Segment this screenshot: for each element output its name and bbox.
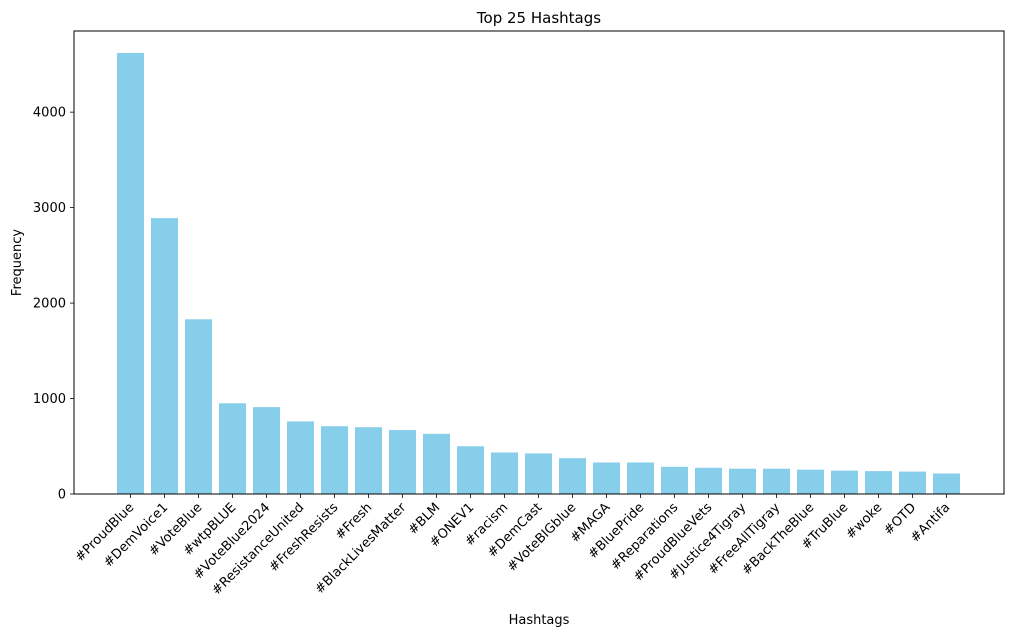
- y-tick-label: 2000: [33, 297, 66, 312]
- plot-area: [117, 52, 960, 495]
- bar: [151, 218, 178, 495]
- bar: [797, 469, 824, 494]
- bar: [525, 453, 552, 494]
- plot-frame: [73, 30, 1005, 495]
- y-tick-label: 4000: [33, 106, 66, 121]
- x-axis-label: Hashtags: [509, 613, 570, 628]
- bar: [253, 407, 280, 494]
- bar: [457, 446, 484, 494]
- bar: [627, 462, 654, 494]
- chart-title: Top 25 Hashtags: [476, 9, 601, 27]
- bar: [491, 452, 518, 494]
- bar: [559, 458, 586, 494]
- y-axis-label: Frequency: [10, 229, 25, 296]
- bar: [933, 473, 960, 494]
- bar: [185, 319, 212, 494]
- bar: [117, 52, 144, 495]
- y-axis: 0 1000 2000 3000 4000: [33, 106, 74, 503]
- bar: [389, 430, 416, 494]
- y-tick-label: 0: [58, 488, 66, 503]
- x-axis: #ProudBlue#DemVoice1#VoteBlue#wtpBLUE#Vo…: [72, 494, 953, 598]
- bar: [321, 426, 348, 494]
- bar: [219, 403, 246, 494]
- bar: [355, 427, 382, 494]
- bar: [865, 471, 892, 494]
- bar: [593, 462, 620, 494]
- bar: [661, 466, 688, 494]
- x-tick-label: #woke: [843, 500, 885, 542]
- bar: [423, 433, 450, 494]
- bar: [899, 471, 926, 494]
- bar: [831, 470, 858, 494]
- bar: [729, 468, 756, 494]
- y-tick-label: 3000: [33, 201, 66, 216]
- y-tick-label: 1000: [33, 392, 66, 407]
- bar: [763, 468, 790, 494]
- bar: [287, 421, 314, 494]
- bar: [695, 467, 722, 494]
